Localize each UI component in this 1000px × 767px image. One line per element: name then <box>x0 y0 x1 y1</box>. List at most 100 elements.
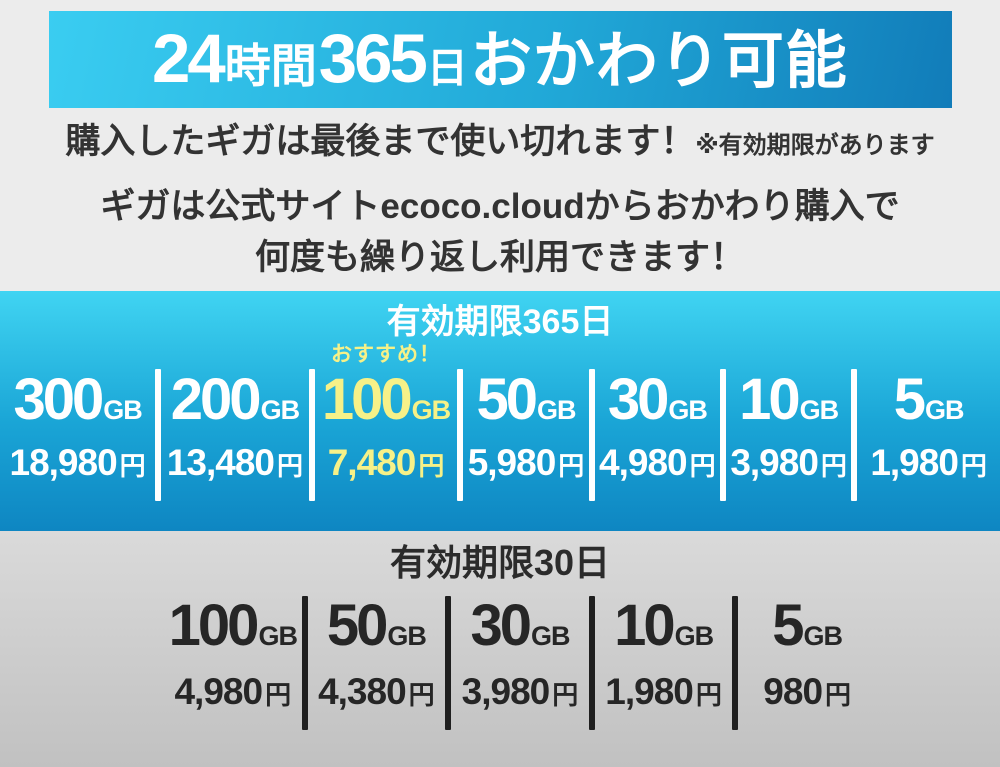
plan-size: 300 GB <box>13 367 142 433</box>
column-divider <box>155 369 162 501</box>
plans-365-row: 300 GB 18,980 円 200 GB 13,480 円 おすすめ！ 100 GB … <box>0 342 1000 510</box>
gb-unit: GB <box>260 395 300 425</box>
intro-line3: 何度も繰り返し利用できます！ <box>254 238 745 277</box>
column-divider <box>457 369 464 501</box>
plan-365-5gb: 5 GB 1,980 円 <box>857 342 1000 510</box>
plan-price-value: 1,980 <box>870 441 959 483</box>
plan-365-200gb: 200 GB 13,480 円 <box>161 342 308 510</box>
plan-price: 980 円 <box>763 671 851 713</box>
yen-unit: 円 <box>820 450 847 481</box>
yen-unit: 円 <box>552 679 579 710</box>
plan-price-value: 3,980 <box>461 670 551 712</box>
plan-365-100gb-recommended: おすすめ！ 100 GB 7,480 円 <box>315 342 458 510</box>
plans-365-header: 有効期限365日 <box>386 303 614 341</box>
banner: 24 時間 365 日おかわり可能 <box>48 11 952 108</box>
plan-size-value: 5 <box>772 593 804 658</box>
gb-unit: GB <box>411 395 451 425</box>
plan-size-value: 50 <box>476 367 538 432</box>
plan-price-value: 4,980 <box>174 670 263 712</box>
plan-size: 5 GB <box>893 367 965 433</box>
plan-size: 10 GB <box>614 593 714 659</box>
yen-unit: 円 <box>695 679 722 710</box>
intro-line1-note: ※有効期限があります <box>695 132 935 159</box>
plan-price: 3,980 円 <box>462 671 579 713</box>
yen-unit: 円 <box>119 450 146 481</box>
plan-30-10gb: 10 GB 1,980 円 <box>595 592 733 742</box>
gb-unit: GB <box>674 621 714 651</box>
gb-unit: GB <box>537 395 576 425</box>
column-divider <box>732 596 739 730</box>
yen-unit: 円 <box>689 450 716 481</box>
plans-30-header: 有効期限30日 <box>389 542 611 583</box>
plan-size: 50 GB <box>327 593 427 659</box>
banner-hours-unit: 時間 <box>224 40 317 92</box>
column-divider <box>719 369 726 501</box>
plan-size: 100 GB <box>168 593 298 659</box>
plan-size-value: 30 <box>470 593 531 658</box>
plan-price: 4,380 円 <box>318 671 435 713</box>
plan-size-value: 5 <box>893 367 926 432</box>
plan-365-10gb: 10 GB 3,980 円 <box>726 342 851 510</box>
plan-price-value: 4,980 <box>599 441 688 483</box>
gb-unit: GB <box>103 395 142 425</box>
plan-price: 3,980 円 <box>730 442 847 484</box>
plan-size: 10 GB <box>739 367 839 433</box>
column-divider <box>445 596 452 730</box>
plan-size-value: 300 <box>13 367 104 432</box>
plan-size: 30 GB <box>607 367 708 433</box>
plans-365-section: 有効期限365日 300 GB 18,980 円 200 GB 13,480 円 おすす… <box>0 291 1000 531</box>
yen-unit: 円 <box>558 450 585 481</box>
plan-price-value: 980 <box>763 670 823 712</box>
banner-days: 365 <box>318 20 428 97</box>
plan-365-300gb: 300 GB 18,980 円 <box>0 342 155 510</box>
yen-unit: 円 <box>277 450 304 481</box>
yen-unit: 円 <box>825 679 852 710</box>
plan-size: 50 GB <box>476 367 577 433</box>
gb-unit: GB <box>925 395 964 425</box>
intro-line1: 購入したギガは最後まで使い切れます！※有効期限があります <box>0 108 1000 167</box>
gb-unit: GB <box>668 395 707 425</box>
intro-text: 購入したギガは最後まで使い切れます！※有効期限があります ギガは公式サイトeco… <box>0 108 1000 279</box>
yen-unit: 円 <box>960 450 987 481</box>
column-divider <box>588 369 595 501</box>
plan-365-50gb: 50 GB 5,980 円 <box>463 342 588 510</box>
plan-price-value: 4,380 <box>318 670 407 712</box>
plan-price: 18,980 円 <box>10 442 146 484</box>
plan-price-value: 13,480 <box>166 441 275 483</box>
plan-size: 5 GB <box>772 593 843 659</box>
plan-price: 7,480 円 <box>328 442 445 484</box>
intro-line1-main: 購入したギガは最後まで使い切れます！ <box>65 122 696 161</box>
column-divider <box>301 596 308 730</box>
plan-price-value: 18,980 <box>9 441 118 483</box>
plan-price: 1,980 円 <box>605 671 722 713</box>
plans-30-row: 100 GB 4,980 円 50 GB 4,380 円 30 GB 3,980 円 10 G… <box>164 592 876 742</box>
plan-price-value: 1,980 <box>605 670 694 712</box>
yen-unit: 円 <box>408 679 435 710</box>
plan-price-value: 7,480 <box>327 441 417 483</box>
plans-30-section: 有効期限30日 100 GB 4,980 円 50 GB 4,380 円 30 GB 3,… <box>0 531 1000 767</box>
recommend-badge: おすすめ！ <box>331 343 442 366</box>
plan-30-5gb: 5 GB 980 円 <box>738 592 876 742</box>
yen-unit: 円 <box>418 450 445 481</box>
intro-line2: ギガは公式サイトecoco.cloudからおかわり購入で <box>100 187 900 226</box>
banner-days-unit: 日 <box>426 45 468 91</box>
gb-unit: GB <box>799 395 839 425</box>
plan-size: 30 GB <box>470 593 570 659</box>
column-divider <box>851 369 858 501</box>
plan-price-value: 5,980 <box>467 441 557 483</box>
plan-30-50gb: 50 GB 4,380 円 <box>308 592 446 742</box>
plan-price: 4,980 円 <box>599 442 716 484</box>
yen-unit: 円 <box>265 679 292 710</box>
gb-unit: GB <box>258 621 297 651</box>
gb-unit: GB <box>530 621 570 651</box>
plan-price: 4,980 円 <box>174 671 291 713</box>
plan-30-100gb: 100 GB 4,980 円 <box>164 592 302 742</box>
plan-size-value: 10 <box>739 367 800 432</box>
plan-size-value: 10 <box>614 593 675 658</box>
plan-size: 200 GB <box>171 367 300 433</box>
plan-size-value: 100 <box>168 593 260 658</box>
plan-size-value: 30 <box>607 367 669 432</box>
gb-unit: GB <box>803 621 843 651</box>
banner-refill-text: おかわり可能 <box>469 27 848 96</box>
plan-30-30gb: 30 GB 3,980 円 <box>451 592 589 742</box>
